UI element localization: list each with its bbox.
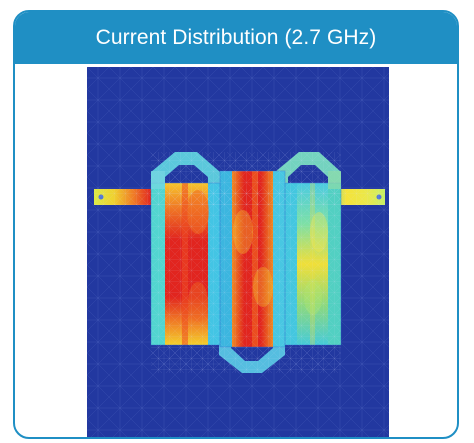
card-header: Current Distribution (2.7 GHz)	[15, 12, 457, 64]
current-distribution-svg	[87, 67, 389, 437]
figure-card: Current Distribution (2.7 GHz)	[13, 10, 459, 439]
card-title: Current Distribution (2.7 GHz)	[95, 26, 377, 49]
current-distribution-figure	[87, 67, 389, 437]
